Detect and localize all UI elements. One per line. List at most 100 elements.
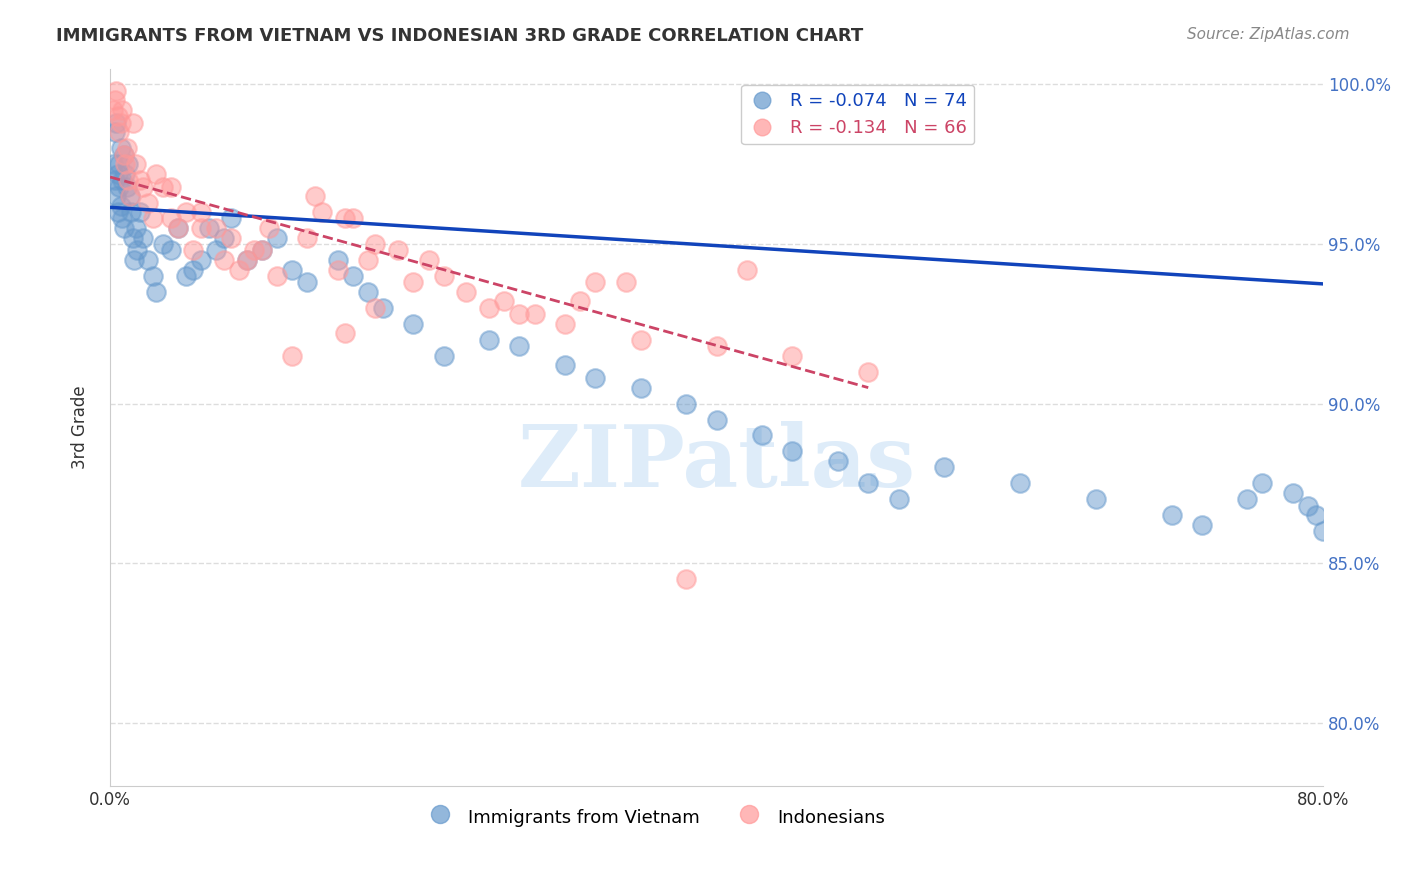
Immigrants from Vietnam — [117, 157, 139, 171]
Indonesians — [159, 211, 181, 226]
Indonesians — [478, 301, 501, 315]
Indonesians — [364, 237, 387, 252]
Indonesians — [333, 326, 356, 341]
Immigrants from Vietnam — [1296, 499, 1319, 513]
Immigrants from Vietnam — [105, 116, 128, 130]
Immigrants from Vietnam — [782, 444, 804, 458]
Indonesians — [115, 141, 138, 155]
Text: Source: ZipAtlas.com: Source: ZipAtlas.com — [1187, 27, 1350, 42]
Immigrants from Vietnam — [115, 179, 138, 194]
Indonesians — [456, 285, 478, 299]
Immigrants from Vietnam — [136, 252, 159, 267]
Immigrants from Vietnam — [111, 173, 134, 187]
Immigrants from Vietnam — [174, 268, 197, 283]
Indonesians — [259, 221, 281, 235]
Immigrants from Vietnam — [120, 205, 142, 219]
Indonesians — [250, 244, 273, 258]
Indonesians — [159, 179, 181, 194]
Indonesians — [125, 157, 148, 171]
Immigrants from Vietnam — [583, 371, 606, 385]
Indonesians — [569, 294, 592, 309]
Indonesians — [357, 252, 380, 267]
Immigrants from Vietnam — [1305, 508, 1327, 523]
Immigrants from Vietnam — [675, 396, 697, 410]
Immigrants from Vietnam — [110, 199, 132, 213]
Indonesians — [858, 365, 880, 379]
Indonesians — [342, 211, 364, 226]
Immigrants from Vietnam — [114, 167, 136, 181]
Indonesians — [136, 195, 159, 210]
Immigrants from Vietnam — [357, 285, 380, 299]
Indonesians — [418, 252, 440, 267]
Indonesians — [326, 262, 349, 277]
Immigrants from Vietnam — [1251, 476, 1274, 491]
Indonesians — [387, 244, 409, 258]
Indonesians — [112, 147, 135, 161]
Immigrants from Vietnam — [858, 476, 880, 491]
Indonesians — [174, 205, 197, 219]
Immigrants from Vietnam — [127, 244, 149, 258]
Immigrants from Vietnam — [932, 460, 955, 475]
Immigrants from Vietnam — [1191, 517, 1213, 532]
Immigrants from Vietnam — [107, 205, 129, 219]
Immigrants from Vietnam — [125, 221, 148, 235]
Immigrants from Vietnam — [197, 221, 219, 235]
Indonesians — [311, 205, 333, 219]
Text: IMMIGRANTS FROM VIETNAM VS INDONESIAN 3RD GRADE CORRELATION CHART: IMMIGRANTS FROM VIETNAM VS INDONESIAN 3R… — [56, 27, 863, 45]
Immigrants from Vietnam — [250, 244, 273, 258]
Y-axis label: 3rd Grade: 3rd Grade — [72, 385, 89, 469]
Immigrants from Vietnam — [124, 252, 146, 267]
Indonesians — [108, 125, 131, 139]
Indonesians — [235, 252, 257, 267]
Immigrants from Vietnam — [266, 230, 288, 244]
Immigrants from Vietnam — [433, 349, 456, 363]
Immigrants from Vietnam — [152, 237, 174, 252]
Indonesians — [295, 230, 318, 244]
Immigrants from Vietnam — [281, 262, 304, 277]
Indonesians — [583, 275, 606, 289]
Immigrants from Vietnam — [107, 167, 129, 181]
Immigrants from Vietnam — [121, 230, 143, 244]
Immigrants from Vietnam — [104, 173, 127, 187]
Immigrants from Vietnam — [1312, 524, 1334, 539]
Immigrants from Vietnam — [887, 492, 910, 507]
Indonesians — [735, 262, 758, 277]
Immigrants from Vietnam — [159, 244, 181, 258]
Indonesians — [167, 221, 190, 235]
Immigrants from Vietnam — [108, 179, 131, 194]
Immigrants from Vietnam — [183, 262, 205, 277]
Immigrants from Vietnam — [326, 252, 349, 267]
Indonesians — [402, 275, 425, 289]
Immigrants from Vietnam — [145, 285, 167, 299]
Indonesians — [333, 211, 356, 226]
Indonesians — [228, 262, 250, 277]
Immigrants from Vietnam — [132, 230, 155, 244]
Indonesians — [118, 189, 141, 203]
Immigrants from Vietnam — [478, 333, 501, 347]
Indonesians — [304, 189, 326, 203]
Immigrants from Vietnam — [751, 428, 773, 442]
Indonesians — [117, 173, 139, 187]
Immigrants from Vietnam — [1160, 508, 1182, 523]
Immigrants from Vietnam — [706, 412, 728, 426]
Immigrants from Vietnam — [190, 252, 212, 267]
Immigrants from Vietnam — [167, 221, 190, 235]
Indonesians — [121, 116, 143, 130]
Indonesians — [111, 103, 134, 117]
Indonesians — [152, 179, 174, 194]
Immigrants from Vietnam — [129, 205, 152, 219]
Immigrants from Vietnam — [108, 157, 131, 171]
Indonesians — [243, 244, 266, 258]
Immigrants from Vietnam — [205, 244, 228, 258]
Indonesians — [145, 167, 167, 181]
Indonesians — [523, 307, 546, 321]
Immigrants from Vietnam — [1084, 492, 1107, 507]
Immigrants from Vietnam — [1008, 476, 1031, 491]
Immigrants from Vietnam — [141, 268, 163, 283]
Indonesians — [183, 244, 205, 258]
Indonesians — [212, 252, 235, 267]
Immigrants from Vietnam — [101, 157, 124, 171]
Indonesians — [107, 109, 129, 123]
Immigrants from Vietnam — [508, 339, 530, 353]
Indonesians — [129, 173, 152, 187]
